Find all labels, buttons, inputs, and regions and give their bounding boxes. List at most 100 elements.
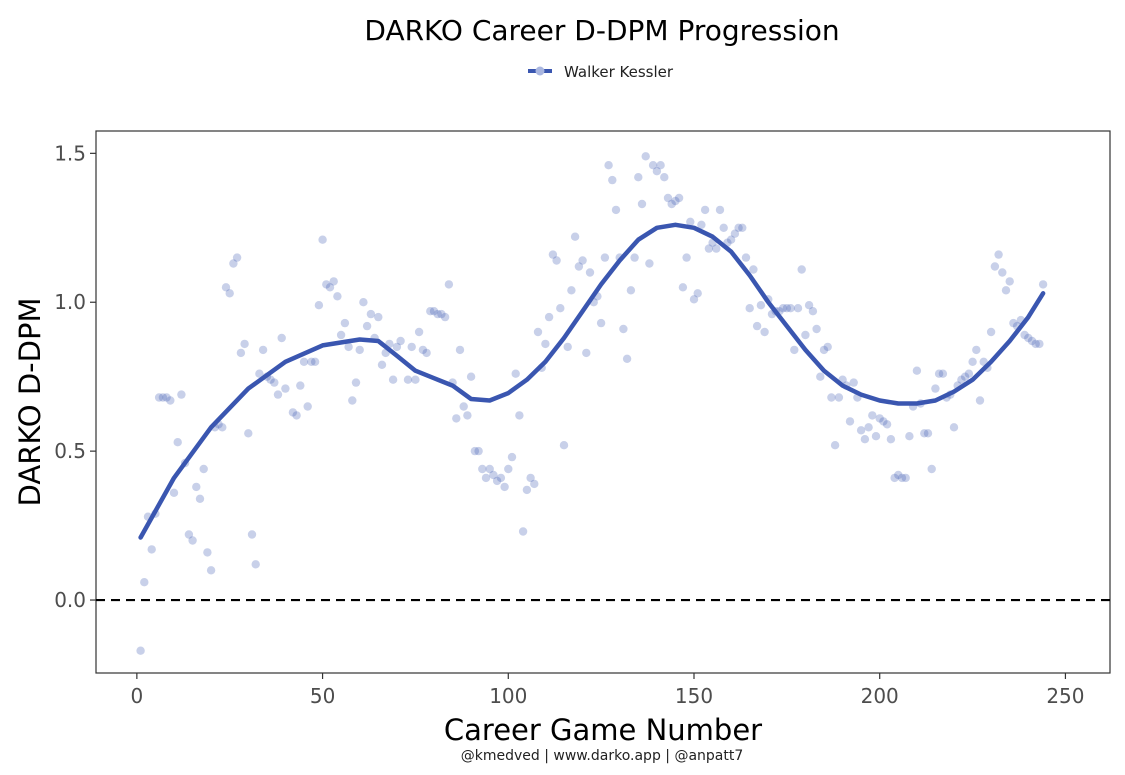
data-point	[819, 345, 829, 355]
data-point	[247, 530, 257, 539]
data-point	[816, 372, 825, 381]
data-point	[541, 339, 550, 349]
data-point	[975, 396, 985, 405]
data-point	[890, 473, 899, 483]
data-point	[957, 375, 966, 384]
data-point	[845, 417, 855, 426]
data-point	[827, 393, 836, 402]
data-point	[641, 152, 650, 161]
data-point	[656, 161, 665, 170]
data-point	[173, 438, 182, 447]
data-point	[671, 196, 680, 206]
data-point	[894, 470, 903, 480]
data-point	[359, 298, 368, 307]
data-point	[162, 393, 171, 402]
data-point	[886, 435, 896, 444]
data-point	[336, 330, 346, 340]
x-tick-label: 150	[675, 684, 713, 708]
data-point	[1020, 330, 1029, 340]
data-point	[232, 253, 242, 262]
data-point	[526, 473, 535, 483]
data-point	[700, 205, 710, 215]
data-point	[177, 390, 186, 399]
data-point	[362, 321, 372, 331]
data-point	[344, 342, 353, 352]
x-axis: 0 50 100 150 200 250	[130, 673, 1085, 708]
data-point	[1031, 339, 1040, 349]
data-point	[585, 268, 595, 277]
data-point	[567, 286, 576, 295]
data-point	[923, 429, 933, 438]
data-point	[1024, 333, 1033, 343]
data-point	[277, 333, 286, 343]
data-point	[938, 369, 948, 378]
data-point	[422, 348, 431, 358]
data-point	[879, 417, 888, 426]
data-point	[515, 411, 524, 420]
chart-caption: @kmedved | www.darko.app | @anpatt7	[461, 748, 744, 764]
data-point	[218, 423, 227, 432]
data-point	[466, 372, 476, 381]
data-point	[188, 536, 197, 545]
data-point	[258, 345, 268, 355]
data-point	[414, 327, 424, 337]
data-point	[704, 244, 714, 253]
data-point	[934, 369, 944, 378]
data-point	[834, 393, 844, 402]
data-point	[608, 175, 617, 185]
data-point	[292, 411, 301, 420]
data-point	[734, 223, 743, 232]
data-point	[166, 396, 175, 405]
data-point	[281, 384, 290, 393]
data-point	[972, 345, 981, 355]
data-point	[652, 167, 662, 176]
data-point	[437, 309, 446, 319]
data-point	[552, 256, 561, 265]
data-point	[905, 432, 914, 441]
data-point	[307, 357, 316, 366]
data-point	[1035, 339, 1044, 349]
data-point	[206, 566, 216, 575]
data-point	[622, 354, 632, 363]
data-point	[518, 527, 528, 536]
data-point	[511, 369, 520, 378]
data-point	[563, 342, 572, 352]
data-point	[407, 342, 416, 352]
data-point	[626, 286, 636, 295]
data-point	[229, 259, 238, 268]
data-point	[749, 265, 758, 274]
data-point	[489, 470, 498, 480]
data-point	[667, 199, 676, 209]
data-point	[492, 476, 502, 486]
data-point	[455, 345, 465, 355]
data-point	[931, 384, 940, 393]
data-point	[533, 327, 543, 337]
data-point	[318, 235, 327, 244]
data-point	[600, 253, 610, 262]
data-point	[225, 289, 234, 298]
data-point	[786, 304, 795, 313]
data-point	[760, 327, 769, 337]
data-point	[459, 402, 468, 411]
data-point	[411, 375, 420, 384]
x-tick-label: 50	[310, 684, 335, 708]
data-point	[619, 324, 628, 334]
y-tick-label: 0.0	[54, 588, 86, 612]
data-point	[396, 336, 405, 346]
y-tick-label: 1.5	[54, 141, 86, 165]
data-point	[882, 420, 892, 429]
y-axis-title: DARKO D-DPM	[13, 298, 47, 507]
data-point	[403, 375, 413, 384]
data-point	[634, 173, 643, 182]
data-point	[504, 464, 513, 474]
y-tick-label: 1.0	[54, 290, 86, 314]
data-point	[544, 312, 554, 322]
data-point	[596, 318, 606, 328]
data-point	[136, 646, 145, 655]
x-tick-label: 250	[1046, 684, 1084, 708]
data-point	[288, 408, 298, 417]
data-point	[266, 375, 275, 384]
data-point	[823, 342, 832, 352]
data-point	[660, 173, 669, 182]
data-point	[147, 545, 156, 554]
